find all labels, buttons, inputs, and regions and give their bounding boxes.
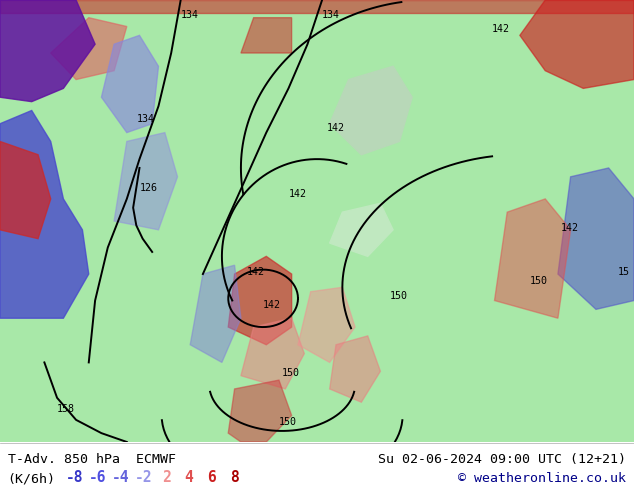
Text: -6: -6 xyxy=(89,470,107,485)
Text: Su 02-06-2024 09:00 UTC (12+21): Su 02-06-2024 09:00 UTC (12+21) xyxy=(378,453,626,466)
Text: -2: -2 xyxy=(134,470,152,485)
Text: 142: 142 xyxy=(247,267,265,277)
Text: 2: 2 xyxy=(162,470,171,485)
Polygon shape xyxy=(330,336,380,402)
Polygon shape xyxy=(0,111,89,318)
Polygon shape xyxy=(101,35,158,133)
Polygon shape xyxy=(228,256,292,345)
Text: 150: 150 xyxy=(279,417,297,427)
Text: 150: 150 xyxy=(529,276,547,286)
Polygon shape xyxy=(228,380,292,442)
Text: 15: 15 xyxy=(618,267,630,277)
Bar xyxy=(0,0,634,13)
Text: 142: 142 xyxy=(327,123,344,133)
Polygon shape xyxy=(114,133,178,230)
Text: 150: 150 xyxy=(390,291,408,301)
Polygon shape xyxy=(330,66,412,155)
Text: 4: 4 xyxy=(184,470,193,485)
Text: 142: 142 xyxy=(561,222,579,233)
Text: 134: 134 xyxy=(181,10,198,21)
Text: -4: -4 xyxy=(112,470,129,485)
Polygon shape xyxy=(0,0,95,101)
Polygon shape xyxy=(298,287,355,363)
Text: 158: 158 xyxy=(57,404,75,414)
Text: T-Adv. 850 hPa  ECMWF: T-Adv. 850 hPa ECMWF xyxy=(8,453,176,466)
Polygon shape xyxy=(520,0,634,88)
Polygon shape xyxy=(330,203,393,256)
Text: -8: -8 xyxy=(66,470,84,485)
Text: 142: 142 xyxy=(491,24,509,34)
Text: 134: 134 xyxy=(322,10,340,21)
Text: 6: 6 xyxy=(207,470,216,485)
Text: (K/6h): (K/6h) xyxy=(8,472,56,485)
Polygon shape xyxy=(495,199,571,318)
Polygon shape xyxy=(51,18,127,79)
Polygon shape xyxy=(0,142,51,239)
Text: 126: 126 xyxy=(139,183,157,193)
Polygon shape xyxy=(241,18,292,53)
Text: 8: 8 xyxy=(230,470,239,485)
Polygon shape xyxy=(558,168,634,309)
Text: 142: 142 xyxy=(263,300,281,310)
Text: 150: 150 xyxy=(282,368,300,378)
Text: © weatheronline.co.uk: © weatheronline.co.uk xyxy=(458,472,626,485)
Text: 134: 134 xyxy=(136,114,154,124)
Polygon shape xyxy=(241,318,304,389)
Text: 142: 142 xyxy=(288,190,306,199)
Polygon shape xyxy=(190,265,241,363)
